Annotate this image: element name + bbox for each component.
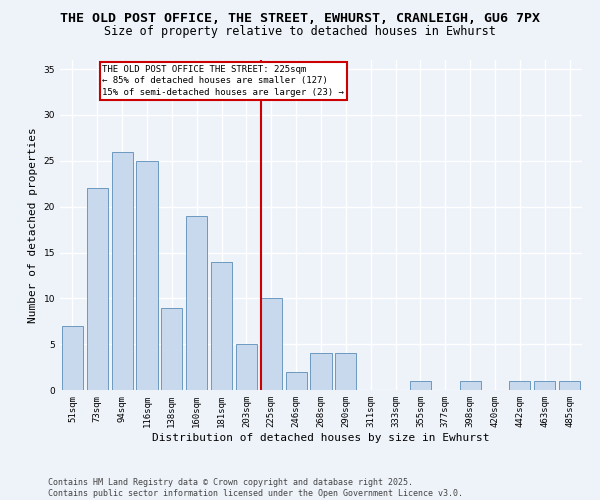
Bar (261, 298, 282, 390)
Bar (211, 262, 232, 390)
Bar (559, 381, 580, 390)
Bar (534, 381, 555, 390)
Bar (87, 188, 108, 390)
Y-axis label: Number of detached properties: Number of detached properties (28, 127, 38, 323)
Bar (335, 354, 356, 390)
Bar (286, 372, 307, 390)
Bar (62, 326, 83, 390)
Bar (236, 344, 257, 390)
X-axis label: Distribution of detached houses by size in Ewhurst: Distribution of detached houses by size … (152, 432, 490, 442)
Text: THE OLD POST OFFICE THE STREET: 225sqm
← 85% of detached houses are smaller (127: THE OLD POST OFFICE THE STREET: 225sqm ←… (102, 64, 344, 97)
Text: THE OLD POST OFFICE, THE STREET, EWHURST, CRANLEIGH, GU6 7PX: THE OLD POST OFFICE, THE STREET, EWHURST… (60, 12, 540, 26)
Bar (460, 381, 481, 390)
Bar (509, 381, 530, 390)
Bar (161, 308, 182, 390)
Bar (186, 216, 207, 390)
Text: Size of property relative to detached houses in Ewhurst: Size of property relative to detached ho… (104, 25, 496, 38)
Bar (310, 354, 332, 390)
Bar (410, 381, 431, 390)
Bar (136, 161, 158, 390)
Bar (112, 152, 133, 390)
Text: Contains HM Land Registry data © Crown copyright and database right 2025.
Contai: Contains HM Land Registry data © Crown c… (48, 478, 463, 498)
